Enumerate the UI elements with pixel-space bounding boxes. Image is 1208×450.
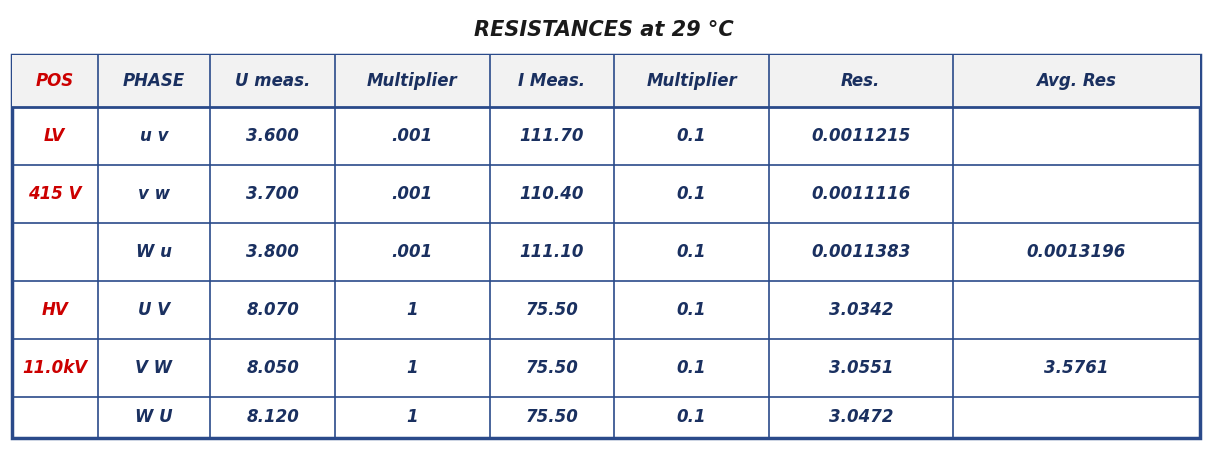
- Bar: [12, 55, 1200, 107]
- Text: LV: LV: [45, 127, 65, 145]
- Text: v w: v w: [138, 185, 170, 203]
- Text: 3.700: 3.700: [246, 185, 300, 203]
- Text: HV: HV: [41, 301, 68, 319]
- Text: 75.50: 75.50: [525, 301, 579, 319]
- Text: I Meas.: I Meas.: [518, 72, 586, 90]
- Text: 0.0011116: 0.0011116: [811, 185, 911, 203]
- Text: 3.600: 3.600: [246, 127, 300, 145]
- Text: 3.800: 3.800: [246, 243, 300, 261]
- Text: 0.1: 0.1: [676, 409, 707, 427]
- Text: 75.50: 75.50: [525, 359, 579, 377]
- Text: PHASE: PHASE: [123, 72, 185, 90]
- Text: 8.050: 8.050: [246, 359, 300, 377]
- Text: 111.10: 111.10: [519, 243, 585, 261]
- Text: 0.1: 0.1: [676, 127, 707, 145]
- Text: 8.070: 8.070: [246, 301, 300, 319]
- Text: Res.: Res.: [841, 72, 881, 90]
- Text: 0.1: 0.1: [676, 185, 707, 203]
- Text: 0.0011215: 0.0011215: [811, 127, 911, 145]
- Text: 8.120: 8.120: [246, 409, 300, 427]
- Text: POS: POS: [36, 72, 74, 90]
- Text: U meas.: U meas.: [236, 72, 310, 90]
- Bar: [12, 55, 1200, 438]
- Text: 1: 1: [407, 359, 418, 377]
- Text: Multiplier: Multiplier: [646, 72, 737, 90]
- Text: u v: u v: [140, 127, 168, 145]
- Text: 110.40: 110.40: [519, 185, 585, 203]
- Text: 0.1: 0.1: [676, 243, 707, 261]
- Text: 3.0551: 3.0551: [829, 359, 893, 377]
- Text: 0.0013196: 0.0013196: [1027, 243, 1126, 261]
- Text: 0.1: 0.1: [676, 301, 707, 319]
- Text: 0.0011383: 0.0011383: [811, 243, 911, 261]
- Text: 3.5761: 3.5761: [1044, 359, 1109, 377]
- Text: V W: V W: [135, 359, 173, 377]
- Text: RESISTANCES at 29 °C: RESISTANCES at 29 °C: [474, 20, 734, 40]
- Text: W u: W u: [137, 243, 172, 261]
- Text: 11.0kV: 11.0kV: [22, 359, 87, 377]
- Text: 1: 1: [407, 409, 418, 427]
- Text: .001: .001: [391, 243, 432, 261]
- Text: 3.0342: 3.0342: [829, 301, 893, 319]
- Text: U V: U V: [138, 301, 170, 319]
- Text: .001: .001: [391, 185, 432, 203]
- Text: 75.50: 75.50: [525, 409, 579, 427]
- Text: Avg. Res: Avg. Res: [1036, 72, 1116, 90]
- Text: 1: 1: [407, 301, 418, 319]
- Text: 0.1: 0.1: [676, 359, 707, 377]
- Text: W U: W U: [135, 409, 173, 427]
- Text: 3.0472: 3.0472: [829, 409, 893, 427]
- Text: 111.70: 111.70: [519, 127, 585, 145]
- Text: .001: .001: [391, 127, 432, 145]
- Text: 415 V: 415 V: [28, 185, 81, 203]
- Text: Multiplier: Multiplier: [367, 72, 458, 90]
